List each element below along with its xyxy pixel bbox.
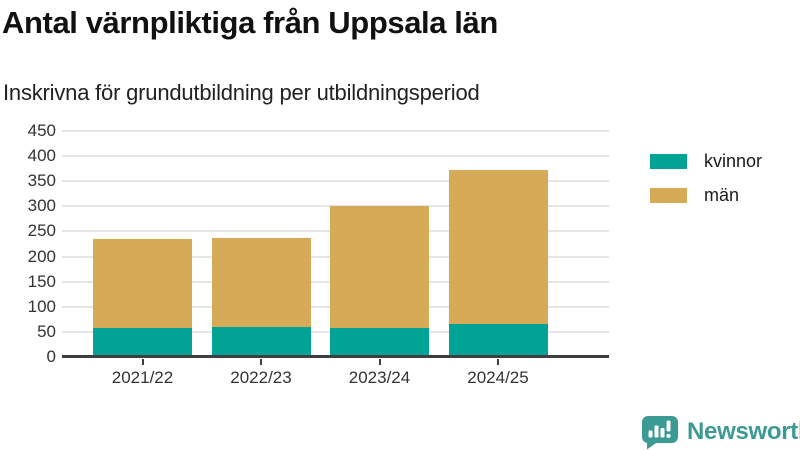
legend-label: kvinnor [704, 151, 763, 171]
x-tick-label: 2021/22 [111, 368, 174, 387]
bar-segment-män [448, 170, 548, 325]
bar-segment-män [211, 238, 311, 328]
axis-tick [497, 359, 499, 365]
bar-segment-män [93, 239, 192, 329]
y-tick-label: 100 [27, 296, 56, 316]
page-title: Antal värnpliktiga från Uppsala län [2, 5, 498, 40]
bar-segment-kvinnor [211, 327, 311, 357]
gridline [62, 180, 609, 183]
bar-segment-kvinnor [93, 328, 192, 357]
legend-label: män [704, 185, 740, 205]
y-tick-label: 200 [27, 246, 56, 266]
y-tick-label: 400 [27, 146, 56, 166]
axis-tick [260, 359, 262, 365]
y-tick-label: 50 [37, 321, 56, 341]
y-tick-label: 350 [27, 171, 56, 191]
newsworthy-logo-text: Newsworthy [687, 417, 800, 445]
legend: kvinnor män [650, 151, 762, 206]
y-tick-label: 0 [46, 347, 56, 366]
newsworthy-logo-icon [642, 416, 678, 449]
plot-area [62, 130, 609, 365]
x-tick-label: 2024/25 [467, 368, 529, 387]
y-tick-label: 300 [27, 196, 56, 216]
x-tick-label: 2022/23 [230, 368, 292, 387]
y-tick-label: 150 [27, 271, 56, 291]
x-axis-line [62, 355, 609, 358]
legend-item: män [650, 185, 762, 206]
axis-tick [378, 359, 381, 365]
newsworthy-logo: Newsworthy [640, 414, 800, 449]
axis-tick [141, 359, 144, 365]
y-tick-label: 250 [27, 221, 56, 241]
legend-swatch [650, 188, 687, 203]
x-tick-label: 2023/24 [348, 368, 411, 387]
page-subtitle: Inskrivna för grundutbildning per utbild… [3, 80, 480, 105]
gridline [62, 155, 609, 158]
gridline [62, 130, 609, 132]
legend-swatch [650, 154, 687, 169]
legend-item: kvinnor [650, 151, 762, 172]
y-tick-label: 450 [27, 121, 56, 140]
bar-segment-kvinnor [330, 328, 429, 357]
bar-segment-män [330, 206, 429, 329]
bar-segment-kvinnor [448, 324, 548, 357]
